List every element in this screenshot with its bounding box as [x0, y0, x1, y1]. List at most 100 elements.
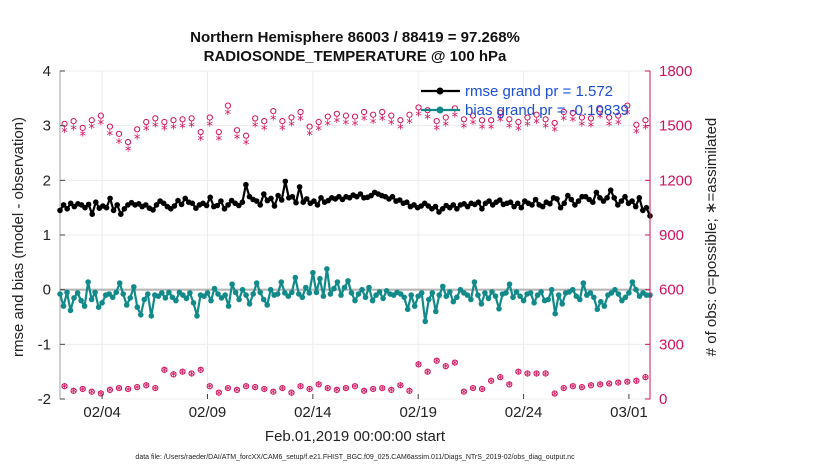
x-axis-ticks: 02/04 02/09 02/14 02/19 02/24 03/01	[83, 394, 648, 421]
rmse-point	[189, 200, 196, 207]
obs-possible-marker	[88, 388, 95, 395]
rmse-point	[511, 203, 517, 210]
obs-possible-marker	[242, 132, 250, 139]
obs-assimilated-marker: *	[297, 114, 304, 129]
obs-assimilated-marker: *	[352, 382, 359, 397]
bias-point	[282, 290, 288, 296]
obs-possible-marker	[478, 385, 486, 393]
obs-assimilated-marker: *	[515, 367, 522, 382]
obs-possible-marker	[252, 384, 259, 391]
obs-count-marks: * * ** *** *** * * * * ****** ** *** * ** * * * * * * * * * * * *…	[61, 102, 649, 404]
rmse-point	[203, 202, 210, 209]
obs-possible-marker	[279, 118, 286, 125]
obs-possible-marker	[297, 383, 304, 390]
obs-possible-marker	[306, 385, 313, 393]
obs-possible-marker	[252, 115, 259, 122]
y-tick-label: 4	[43, 63, 51, 80]
bias-point	[320, 293, 327, 300]
bias-point	[440, 283, 446, 290]
obs-possible-marker	[460, 388, 468, 395]
rmse-point	[153, 202, 160, 208]
obs-assimilated-marker: *	[633, 127, 640, 142]
rmse-point	[532, 196, 539, 203]
obs-possible-marker	[179, 368, 186, 375]
obs-assimilated-marker: *	[479, 385, 486, 400]
rmse-point	[590, 199, 596, 205]
obs-assimilated-marker: *	[207, 120, 214, 135]
obs-possible-marker	[606, 380, 613, 387]
legend: rmse grand pr = 1.572 bias grand pr = -0…	[421, 83, 629, 119]
y-tick-label: -1	[38, 336, 51, 353]
bias-point	[285, 293, 292, 300]
bias-point	[257, 289, 264, 296]
obs-assimilated-marker: *	[551, 125, 558, 140]
bias-point	[601, 303, 608, 309]
x-tick-label: 02/04	[83, 404, 121, 421]
obs-assimilated-marker: *	[125, 385, 132, 400]
obs-possible-marker	[360, 108, 368, 116]
obs-assimilated-marker: *	[152, 384, 159, 399]
obs-possible-marker	[242, 383, 250, 390]
bias-point	[232, 289, 239, 296]
obs-assimilated-marker: *	[234, 386, 241, 401]
obs-assimilated-marker: *	[134, 383, 141, 398]
rmse-point	[547, 201, 553, 207]
bias-point	[503, 290, 509, 296]
obs-possible-marker	[288, 114, 295, 121]
bias-point	[215, 291, 221, 297]
obs-assimilated-marker: *	[388, 386, 395, 401]
obs-assimilated-marker: *	[606, 379, 613, 394]
obs-assimilated-marker: *	[70, 387, 77, 402]
obs-assimilated-marker: *	[561, 384, 568, 399]
rmse-point	[557, 204, 564, 211]
obs-possible-marker	[124, 385, 132, 393]
bias-point	[222, 292, 228, 298]
obs-possible-marker	[315, 381, 322, 388]
bias-point	[131, 284, 137, 290]
bias-point	[74, 290, 81, 296]
obs-possible-marker	[270, 388, 277, 395]
rmse-point	[107, 195, 113, 202]
bias-point	[626, 290, 632, 296]
bias-point	[253, 280, 260, 286]
obs-possible-marker	[469, 384, 477, 392]
obs-possible-marker	[560, 384, 567, 392]
rmse-point	[615, 202, 621, 208]
rmse-point	[207, 194, 213, 201]
bias-point	[264, 302, 271, 308]
obs-possible-marker	[206, 114, 213, 121]
obs-possible-marker	[233, 127, 241, 134]
bias-point	[64, 289, 70, 296]
obs-assimilated-marker: *	[98, 389, 105, 404]
obs-assimilated-marker: *	[334, 116, 341, 131]
rmse-point	[439, 206, 446, 212]
legend-rmse-label: rmse grand pr = 1.572	[465, 83, 613, 100]
bias-point	[229, 281, 235, 288]
rmse-point	[257, 202, 264, 208]
obs-assimilated-marker: *	[61, 126, 68, 141]
obs-possible-marker	[497, 374, 504, 381]
obs-possible-marker	[415, 104, 422, 111]
bias-point	[187, 290, 193, 296]
x-tick-label: 03/01	[610, 404, 648, 421]
bias-point	[341, 284, 348, 291]
rmse-point	[436, 209, 442, 215]
obs-possible-marker	[551, 390, 558, 397]
bias-point	[376, 289, 383, 295]
obs-assimilated-marker: *	[107, 386, 114, 401]
obs-assimilated-marker: *	[325, 119, 332, 134]
obs-possible-marker	[397, 117, 404, 124]
bias-point	[310, 269, 316, 276]
bias-point	[471, 279, 478, 285]
obs-assimilated-marker: *	[79, 385, 86, 400]
bias-point	[478, 301, 485, 307]
obs-possible-marker	[488, 117, 495, 124]
rmse-point	[103, 204, 110, 211]
bias-point	[443, 293, 450, 300]
bias-point	[169, 294, 176, 301]
bias-point	[317, 275, 323, 282]
obs-assimilated-marker: *	[361, 387, 368, 402]
obs-assimilated-marker: *	[270, 388, 277, 403]
obs-assimilated-marker: *	[542, 369, 549, 384]
bias-point	[67, 307, 74, 314]
